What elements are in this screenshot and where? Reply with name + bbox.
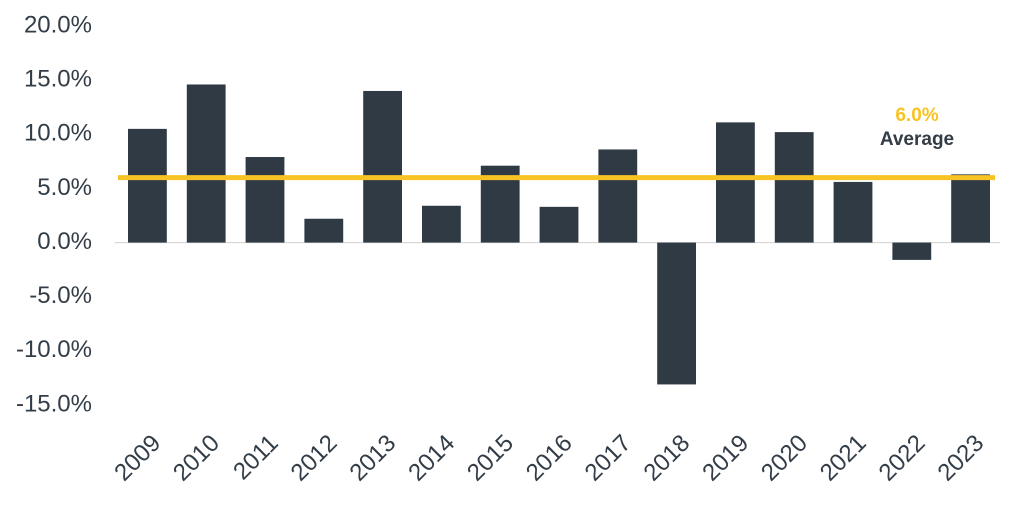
y-tick-label: 20.0% xyxy=(24,11,92,38)
bar xyxy=(598,149,638,243)
y-tick-label: -10.0% xyxy=(16,336,92,363)
x-tick-label: 2014 xyxy=(403,430,460,487)
x-tick-label: 2018 xyxy=(638,430,695,487)
bar xyxy=(127,128,167,243)
bar xyxy=(245,157,285,243)
x-tick-label: 2015 xyxy=(462,430,519,487)
y-tick-label: 0.0% xyxy=(37,228,92,255)
bar xyxy=(363,90,403,243)
bar xyxy=(774,132,814,243)
y-tick-label: -15.0% xyxy=(16,390,92,417)
x-tick-label: 2013 xyxy=(344,430,401,487)
bar xyxy=(657,242,697,385)
y-tick-label: -5.0% xyxy=(29,282,92,309)
x-tick-label: 2023 xyxy=(932,430,989,487)
x-tick-label: 2016 xyxy=(521,430,578,487)
average-label: Average xyxy=(880,129,954,150)
bar xyxy=(892,242,932,260)
x-tick-label: 2012 xyxy=(286,430,343,487)
y-tick-label: 5.0% xyxy=(37,174,92,201)
x-tick-label: 2021 xyxy=(815,430,872,487)
x-tick-label: 2009 xyxy=(109,430,166,487)
x-tick-label: 2022 xyxy=(874,430,931,487)
bar xyxy=(304,218,344,243)
average-value-label: 6.0% xyxy=(895,105,938,126)
bar xyxy=(951,174,991,243)
bar xyxy=(421,205,461,243)
bar xyxy=(186,84,226,243)
x-tick-label: 2020 xyxy=(756,430,813,487)
x-tick-label: 2017 xyxy=(580,430,637,487)
y-tick-label: 15.0% xyxy=(24,65,92,92)
x-tick-label: 2010 xyxy=(168,430,225,487)
bar xyxy=(715,122,755,243)
bar xyxy=(539,206,579,243)
bar xyxy=(833,181,873,243)
x-tick-label: 2011 xyxy=(228,430,284,486)
y-tick-label: 10.0% xyxy=(24,120,92,147)
x-tick-label: 2019 xyxy=(697,430,754,487)
